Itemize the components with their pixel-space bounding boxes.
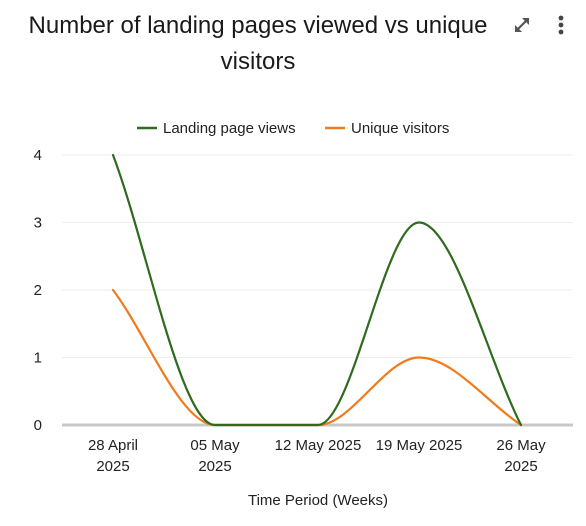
x-tick-label: 19 May 2025 — [376, 437, 463, 454]
y-tick-label: 4 — [34, 147, 42, 164]
kebab-menu-icon — [558, 15, 564, 35]
y-tick-label: 0 — [34, 417, 42, 434]
y-tick-label: 2 — [34, 282, 42, 299]
x-tick-label: 28 April 2025 — [88, 437, 138, 475]
expand-arrows-icon — [514, 17, 530, 33]
series-line-landing-page-views — [111, 153, 523, 427]
y-tick-label: 3 — [34, 215, 42, 232]
chart-title-line1: Number of landing pages viewed vs unique — [28, 12, 488, 39]
legend-item-label: Unique visitors — [351, 120, 449, 137]
expand-icon[interactable] — [509, 12, 535, 38]
y-tick-label: 1 — [34, 350, 42, 367]
x-tick-label: 26 May 2025 — [496, 437, 546, 475]
x-tick-label: 12 May 2025 — [275, 437, 362, 454]
legend-item-label: Landing page views — [163, 120, 296, 137]
chart-title-line2: visitors — [220, 48, 296, 75]
chart-title: Number of landing pages viewed vs unique… — [0, 8, 516, 80]
x-tick-label: 05 May 2025 — [190, 437, 240, 475]
menu-button[interactable] — [548, 12, 574, 38]
x-axis-title: Time Period (Weeks) — [248, 492, 388, 509]
